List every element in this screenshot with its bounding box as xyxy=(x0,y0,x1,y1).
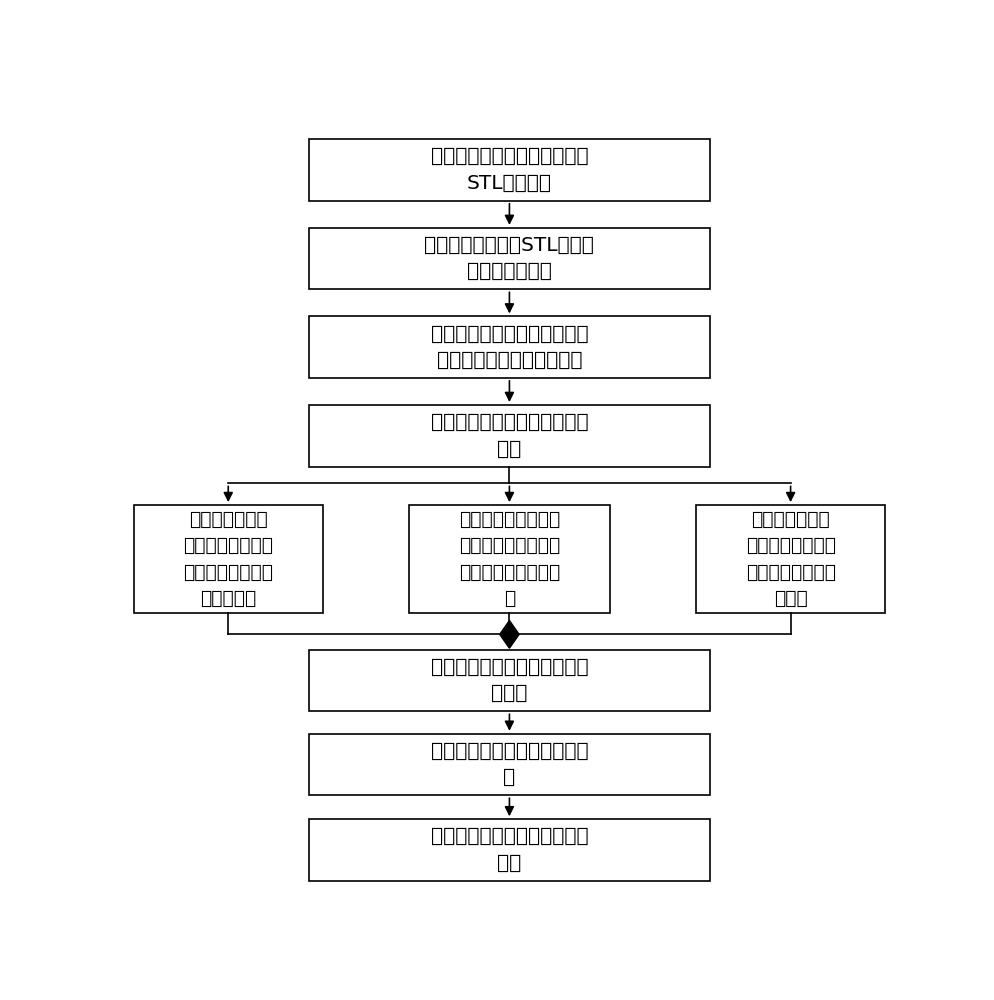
Text: 计算整个分析表面所受羽流热
影响: 计算整个分析表面所受羽流热 影响 xyxy=(430,827,588,873)
Text: 根据每个三角形面片的面积，
决定是否对其进行插值处理: 根据每个三角形面片的面积， 决定是否对其进行插值处理 xyxy=(430,324,588,370)
Text: 对每个三角形面
片，计算其法向矢
量与推力器羽流场
的夹角: 对每个三角形面 片，计算其法向矢 量与推力器羽流场 的夹角 xyxy=(746,510,836,608)
Text: 对每个三角形面
片，计算其中点与
推力器羽流场原点
的距离矢量: 对每个三角形面 片，计算其中点与 推力器羽流场原点 的距离矢量 xyxy=(183,510,273,608)
Bar xyxy=(309,139,710,201)
Text: 计算三角形面片所受羽流热影
响: 计算三角形面片所受羽流热影 响 xyxy=(430,742,588,787)
Text: 对每个三角形面片，
计算其中点与推力器
羽流场原点的分布角
度: 对每个三角形面片， 计算其中点与推力器 羽流场原点的分布角 度 xyxy=(459,510,560,608)
Text: 选择推力器，提取其空间位置
信息: 选择推力器，提取其空间位置 信息 xyxy=(430,413,588,458)
Bar xyxy=(309,316,710,378)
Bar xyxy=(309,819,710,881)
Text: 将分析对象的三维模型转换为
STL数据文件: 将分析对象的三维模型转换为 STL数据文件 xyxy=(430,147,588,193)
Bar xyxy=(309,228,710,289)
Text: 根据法向矢量提取STL数据文
件中的有用信息: 根据法向矢量提取STL数据文 件中的有用信息 xyxy=(424,236,594,281)
Polygon shape xyxy=(500,620,519,634)
Polygon shape xyxy=(500,634,519,648)
Bar xyxy=(309,650,710,711)
Bar xyxy=(309,405,710,467)
Bar xyxy=(696,505,885,613)
Bar xyxy=(134,505,323,613)
Text: 计算三角形面片中点所受羽流
热影响: 计算三角形面片中点所受羽流 热影响 xyxy=(430,658,588,703)
Bar xyxy=(410,505,609,613)
Bar xyxy=(309,734,710,795)
